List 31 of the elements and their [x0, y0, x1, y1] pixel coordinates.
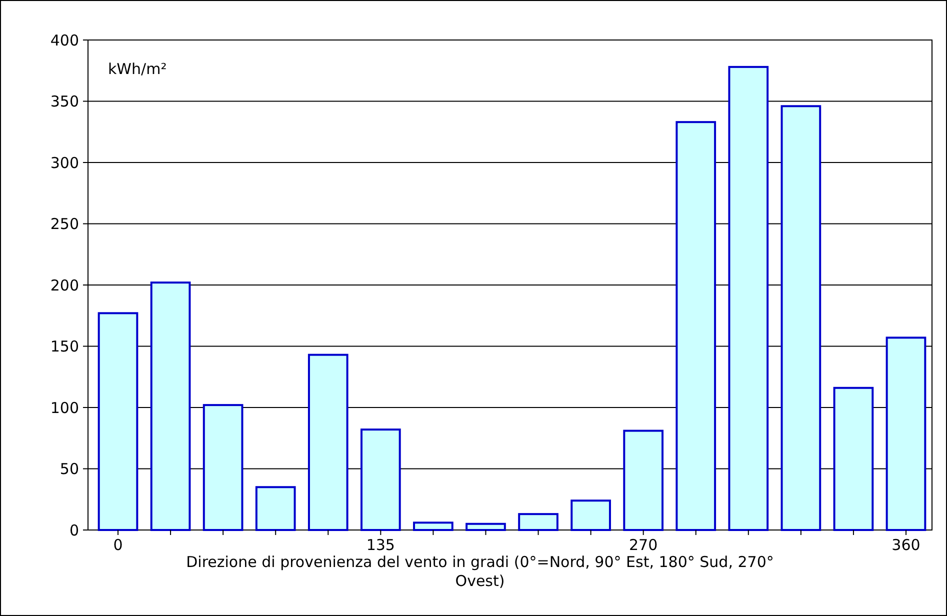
bar	[570, 500, 611, 531]
y-tick-label: 250	[50, 215, 79, 233]
bar	[728, 66, 769, 531]
y-tick-label: 150	[50, 338, 79, 356]
y-tick-label: 0	[69, 521, 79, 540]
bar	[255, 486, 296, 531]
y-tick-label: 300	[50, 154, 79, 172]
bar	[623, 430, 664, 531]
x-tick-label: 270	[629, 536, 658, 554]
bar	[780, 105, 822, 531]
bar	[360, 428, 401, 531]
bar	[202, 404, 244, 531]
bar	[518, 513, 558, 531]
bar	[466, 522, 506, 531]
y-tick-label: 50	[60, 460, 79, 478]
bar	[833, 386, 874, 531]
bar	[150, 282, 191, 531]
bar	[98, 312, 138, 531]
x-tick-label: 135	[366, 536, 395, 554]
y-axis-title: kWh/m²	[108, 60, 167, 78]
x-tick-label: 360	[892, 536, 920, 554]
y-tick-label: 200	[50, 276, 79, 294]
x-axis-title: Direzione di provenienza del vento in gradi (0°=Nord, 90° Est, 180° Sud, 270° Ovest)	[186, 553, 774, 590]
bar	[308, 354, 348, 531]
x-tick-label: 0	[113, 536, 123, 554]
y-tick-label: 350	[50, 92, 79, 110]
bar	[676, 121, 716, 531]
y-tick-label: 400	[50, 31, 79, 50]
y-tick-label: 100	[50, 398, 79, 417]
bar	[413, 522, 454, 531]
bar	[886, 336, 926, 531]
